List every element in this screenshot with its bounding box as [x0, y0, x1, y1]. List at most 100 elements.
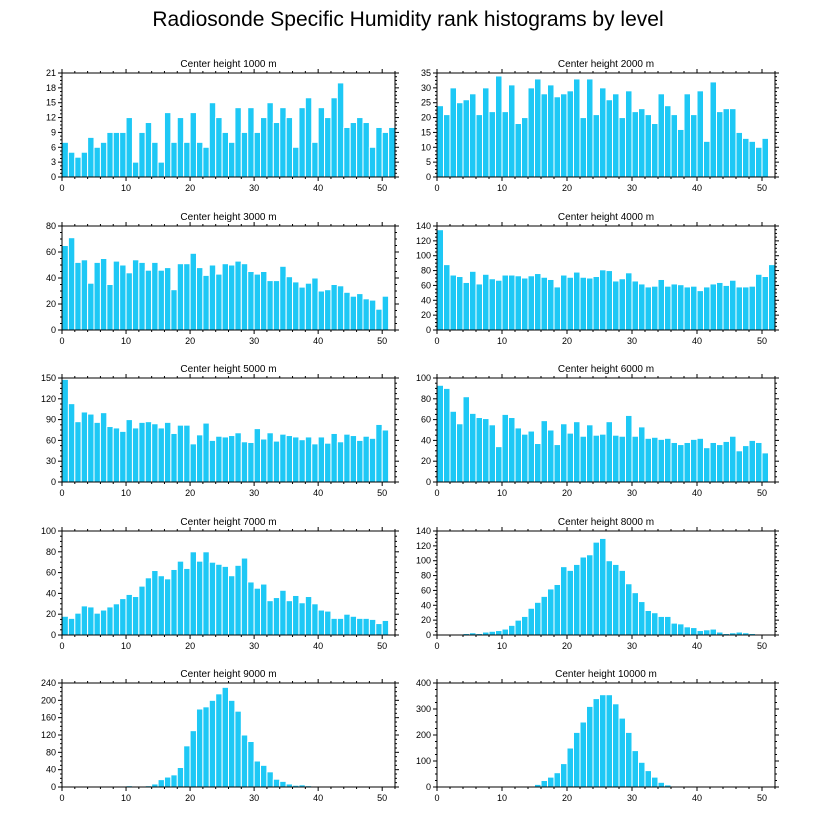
y-tick-label: 25: [421, 98, 431, 108]
histogram-bar: [560, 566, 568, 636]
y-tick-label: 80: [46, 221, 56, 231]
histogram-bar: [599, 433, 607, 483]
histogram-bar: [67, 237, 76, 331]
histogram-bar: [228, 264, 236, 331]
histogram-bar: [488, 424, 496, 483]
histogram-bar: [215, 117, 223, 178]
histogram-bar: [748, 285, 756, 331]
histogram-bar: [292, 146, 300, 178]
y-tick-label: 140: [416, 526, 431, 536]
histogram-bar: [495, 630, 503, 636]
y-tick-label: 60: [421, 415, 431, 425]
histogram-bar: [449, 274, 457, 331]
histogram-bar: [343, 433, 351, 483]
histogram-bar: [362, 298, 370, 331]
histogram-bar: [566, 276, 574, 331]
histogram-bar: [612, 434, 620, 483]
chart-panel: Center height 4000 m 0 20 40 60 80 100 120 140 0 1…: [416, 212, 779, 346]
histogram-bar: [755, 146, 763, 178]
y-tick-label: 0: [426, 782, 431, 792]
histogram-bar: [761, 137, 769, 178]
histogram-bar: [475, 417, 483, 483]
x-tick-label: 40: [313, 793, 323, 803]
histogram-bar: [670, 114, 678, 178]
chart-panel: Center height 10000 m 0 100 200 300 400 0 10 20 3…: [416, 669, 779, 803]
histogram-bar: [195, 434, 204, 483]
histogram-bar: [228, 435, 236, 483]
histogram-bar: [215, 693, 223, 788]
histogram-bar: [170, 289, 178, 331]
histogram-bar: [625, 414, 633, 483]
histogram-bar: [469, 93, 477, 178]
x-tick-label: 40: [313, 183, 323, 193]
histogram-bar: [170, 568, 178, 636]
histogram-bar: [488, 278, 496, 331]
histogram-bar: [195, 708, 204, 788]
histogram-bar: [683, 93, 691, 178]
histogram-bar: [138, 421, 146, 483]
histogram-bar: [260, 583, 268, 636]
histogram-bar: [138, 261, 146, 331]
histogram-bar: [356, 617, 364, 636]
histogram-bar: [553, 772, 561, 788]
x-tick-label: 10: [497, 336, 507, 346]
chart-panel: Center height 1000 m 0 3 6 9 12 15 18 21 0 10 20 30 4…: [46, 59, 399, 193]
histogram-bar: [456, 423, 464, 483]
x-tick-label: 10: [121, 488, 131, 498]
y-tick-label: 160: [41, 713, 56, 723]
histogram-bar: [189, 252, 197, 331]
histogram-bar: [631, 750, 639, 788]
histogram-bar: [553, 583, 561, 636]
histogram-bar: [93, 146, 101, 178]
x-tick-label: 40: [313, 488, 323, 498]
y-tick-label: 12: [46, 113, 56, 123]
histogram-bar: [343, 613, 351, 636]
histogram-bar: [170, 432, 178, 483]
y-tick-label: 5: [426, 157, 431, 167]
histogram-bar: [292, 281, 300, 331]
histogram-bar: [729, 279, 737, 331]
histogram-bar: [208, 561, 217, 636]
histogram-bar: [131, 259, 140, 331]
histogram-bar: [605, 421, 613, 483]
histogram-bar: [748, 439, 756, 483]
histogram-bar: [703, 286, 711, 331]
histogram-bar: [508, 624, 516, 636]
y-tick-label: 15: [421, 127, 431, 137]
y-tick-label: 240: [41, 678, 56, 688]
histogram-bar: [657, 615, 665, 636]
y-tick-label: 80: [46, 747, 56, 757]
histogram-bar: [112, 260, 121, 331]
histogram-bar: [234, 564, 242, 636]
histogram-bar: [189, 112, 197, 178]
histogram-bar: [690, 438, 698, 483]
histogram-bar: [644, 770, 652, 788]
histogram-bar: [228, 699, 236, 788]
histogram-bar: [677, 284, 685, 331]
histogram-bar: [605, 270, 613, 331]
y-tick-label: 0: [426, 325, 431, 335]
histogram-bar: [119, 430, 127, 483]
histogram-bar: [755, 441, 763, 483]
histogram-bar: [163, 776, 172, 788]
x-tick-label: 50: [377, 336, 387, 346]
x-tick-label: 20: [562, 336, 572, 346]
y-tick-label: 30: [421, 83, 431, 93]
histogram-bar: [573, 563, 581, 636]
histogram-bar: [657, 438, 665, 483]
histogram-bar: [514, 275, 522, 331]
histogram-bar: [151, 261, 159, 331]
histogram-bar: [579, 721, 587, 788]
histogram-bar: [742, 445, 750, 483]
y-tick-label: 140: [416, 221, 431, 231]
histogram-bar: [761, 276, 769, 331]
histogram-bar: [99, 412, 108, 483]
histogram-bar: [176, 767, 185, 788]
histogram-bar: [112, 427, 121, 483]
panel-title: Center height 9000 m: [180, 669, 276, 680]
histogram-bar: [87, 413, 95, 483]
histogram-bar: [599, 269, 607, 331]
histogram-bar: [163, 267, 172, 331]
histogram-bar: [375, 623, 383, 636]
histogram-bar: [670, 622, 678, 636]
